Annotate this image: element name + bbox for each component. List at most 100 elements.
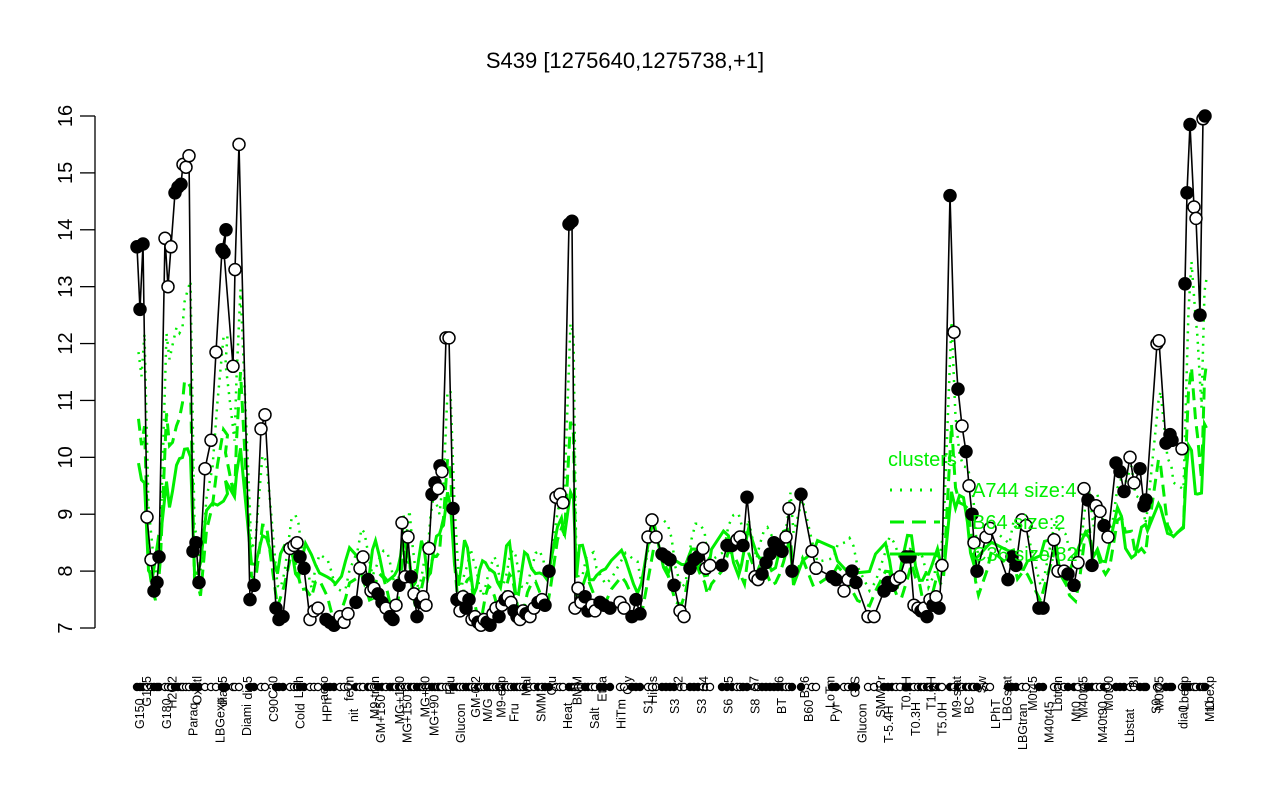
y-tick-label: 8 bbox=[55, 566, 77, 577]
data-point bbox=[920, 609, 934, 624]
x-tick-label: BMM bbox=[570, 676, 584, 705]
data-point bbox=[247, 578, 261, 593]
data-point bbox=[805, 544, 819, 558]
x-tick-label: nit bbox=[347, 708, 361, 722]
x-tick-label: Diami bbox=[240, 704, 254, 736]
chart-title: S439 [1275640,1275738,+1] bbox=[486, 48, 764, 73]
x-axis-markers bbox=[132, 682, 1210, 692]
y-tick-label: 11 bbox=[55, 390, 77, 411]
data-point bbox=[845, 564, 859, 578]
x-tick-label: T-5.4H bbox=[882, 705, 896, 743]
legend-label: A744 size:4 bbox=[972, 480, 1077, 502]
x-tick-label: S6 bbox=[773, 676, 787, 691]
data-point bbox=[341, 607, 355, 621]
data-point bbox=[164, 240, 178, 254]
data-point bbox=[932, 601, 946, 615]
x-tick-label: SMM bbox=[534, 693, 548, 722]
x-tick-label: M40t90 bbox=[1096, 701, 1110, 743]
data-point bbox=[633, 607, 647, 621]
x-tick-label: MG+150 bbox=[401, 695, 415, 743]
data-point bbox=[401, 530, 415, 544]
data-point bbox=[542, 564, 556, 578]
x-tick-label: GM+150 bbox=[374, 695, 388, 743]
x-tick-label: HiOs bbox=[646, 676, 660, 704]
x-tick-label: Glu bbox=[545, 676, 559, 696]
x-tick-label: dia5 bbox=[241, 676, 255, 700]
x-axis-labels: G135 H2O2 Oxctl dia15 dia5 C30 LPh aero ferm M9-t… bbox=[133, 675, 1217, 750]
x-tick-label: Glucon bbox=[855, 703, 869, 743]
data-point bbox=[1117, 484, 1131, 499]
x-tick-label: dia0 bbox=[1176, 705, 1190, 729]
data-point bbox=[893, 570, 907, 584]
data-points bbox=[130, 109, 1212, 632]
data-point bbox=[182, 149, 196, 163]
legend: clusters A744 size:4 B64 size:2 C36 size… bbox=[888, 449, 1078, 566]
legend-entry-a744: A744 size:4 bbox=[890, 480, 1077, 502]
x-tick-label: HiTm bbox=[615, 699, 629, 729]
data-point bbox=[965, 507, 979, 521]
x-tick-label: S6 bbox=[722, 699, 736, 714]
data-point bbox=[1123, 450, 1137, 465]
data-point bbox=[929, 589, 943, 604]
data-point bbox=[779, 530, 793, 544]
data-point bbox=[955, 419, 969, 433]
x-tick-label: LPhT bbox=[989, 699, 1003, 729]
data-point bbox=[209, 345, 223, 359]
legend-label: C36 size:82 bbox=[972, 544, 1078, 566]
x-tick-label: Mal bbox=[520, 676, 534, 696]
data-point bbox=[943, 188, 957, 203]
x-tick-label: Lbexp bbox=[1203, 676, 1217, 710]
data-point bbox=[645, 513, 659, 527]
x-tick-label: C30 bbox=[267, 676, 281, 699]
x-tick-label: BT bbox=[775, 698, 789, 714]
x-tick-label: B60 bbox=[802, 700, 816, 722]
data-point bbox=[174, 177, 188, 192]
data-point bbox=[775, 544, 789, 558]
data-point bbox=[829, 572, 843, 587]
data-point bbox=[152, 550, 166, 564]
x-tick-label: GM-0.2 bbox=[469, 676, 483, 718]
x-tick-label: S0 bbox=[1150, 699, 1164, 714]
data-point bbox=[677, 609, 691, 624]
data-point bbox=[1036, 601, 1050, 615]
x-tick-label: SMMPr bbox=[874, 676, 888, 718]
data-point bbox=[136, 237, 150, 251]
x-tick-label: M9-stat bbox=[950, 675, 964, 717]
legend-entry-c36: C36 size:82 bbox=[890, 544, 1078, 566]
data-point bbox=[696, 541, 710, 556]
data-point bbox=[419, 598, 433, 612]
data-point bbox=[1193, 308, 1207, 322]
x-tick-label: BI bbox=[1127, 676, 1141, 688]
x-tick-label: G150 bbox=[133, 698, 147, 729]
data-point bbox=[1139, 493, 1153, 507]
data-point bbox=[629, 592, 643, 607]
x-tick-label: T1.0H bbox=[925, 676, 939, 710]
data-point bbox=[179, 160, 193, 174]
data-point bbox=[1178, 277, 1192, 291]
data-point bbox=[228, 262, 242, 277]
data-point bbox=[1175, 442, 1189, 456]
data-point bbox=[556, 496, 570, 510]
x-tick-label: Pyr bbox=[829, 703, 843, 722]
data-point bbox=[983, 521, 997, 536]
x-tick-label: MG+60 bbox=[418, 676, 432, 717]
x-tick-label: M0t45 bbox=[1026, 676, 1040, 711]
x-tick-label: Salt bbox=[588, 707, 602, 729]
x-tick-label: Gly bbox=[621, 675, 635, 695]
data-point bbox=[311, 601, 325, 615]
data-point bbox=[276, 609, 290, 624]
x-tick-label: Fru bbox=[444, 676, 458, 695]
x-tick-label: dia15 bbox=[216, 676, 230, 707]
data-point bbox=[1165, 433, 1179, 448]
data-point bbox=[204, 433, 218, 448]
y-tick-label: 15 bbox=[55, 162, 77, 184]
x-tick-label: Etha bbox=[596, 676, 610, 702]
data-point bbox=[951, 382, 965, 396]
data-point bbox=[603, 601, 617, 615]
data-point bbox=[410, 609, 424, 624]
data-point bbox=[703, 558, 717, 573]
x-tick-label: LoTm bbox=[823, 676, 837, 708]
data-point bbox=[1067, 578, 1081, 593]
legend-title: clusters bbox=[888, 449, 957, 471]
legend-label: B64 size:2 bbox=[972, 512, 1065, 534]
